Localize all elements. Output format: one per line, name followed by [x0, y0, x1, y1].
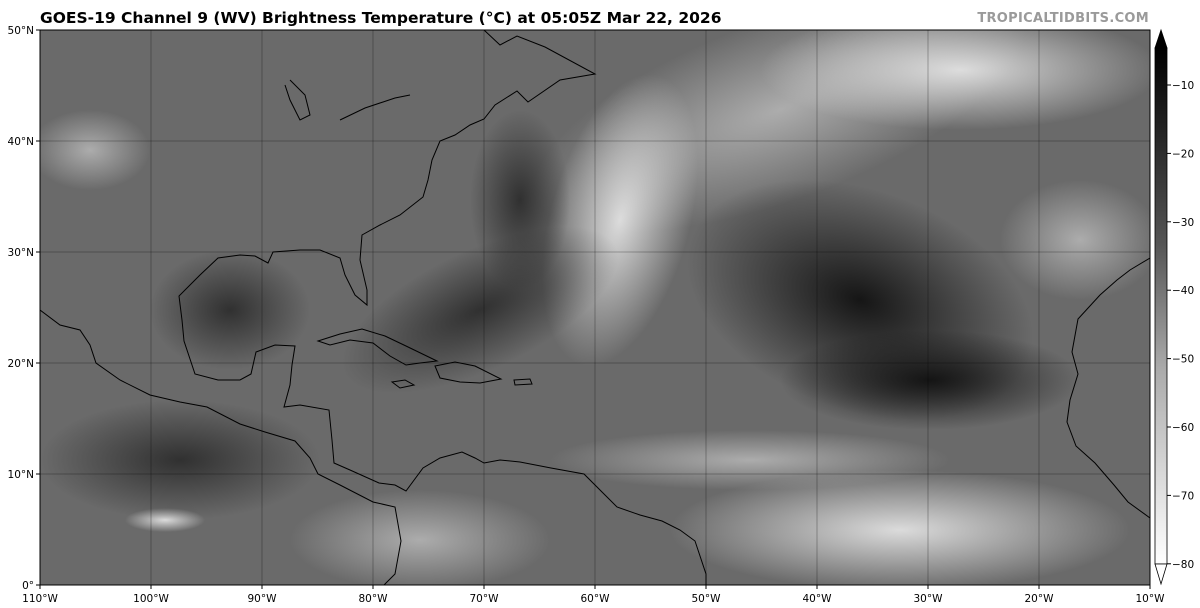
- colorbar-gradient: [1154, 47, 1168, 565]
- colorbar-tick-label: −50: [1172, 354, 1194, 366]
- x-tick-label: 100°W: [133, 593, 169, 605]
- x-tick-label: 20°W: [1025, 593, 1055, 605]
- y-tick-label: 40°N: [8, 136, 34, 148]
- water-vapor-imagery: [40, 30, 1150, 585]
- africa-coast: [1066, 257, 1150, 519]
- y-tick-label: 0°: [22, 580, 34, 592]
- x-tick-label: 50°W: [692, 593, 722, 605]
- colorbar-tick-label: −10: [1172, 80, 1194, 92]
- x-tick-label: 40°W: [803, 593, 833, 605]
- lake-erie: [339, 94, 411, 121]
- colorbar-extend-max: [1154, 28, 1168, 49]
- credit-watermark: TROPICALTIDBITS.COM: [977, 11, 1149, 26]
- x-tick-label: 80°W: [359, 593, 389, 605]
- x-tick-label: 10°W: [1136, 593, 1166, 605]
- north-america-atlantic-coast: [178, 30, 707, 585]
- colorbar: −10 −20 −30 −40 −50 −60 −70 −80: [1154, 28, 1194, 586]
- x-tick-label: 110°W: [22, 593, 58, 605]
- colorbar-extend-min: [1154, 563, 1168, 586]
- coastlines: [40, 30, 1150, 585]
- x-tick-label: 70°W: [470, 593, 500, 605]
- colorbar-tick-label: −60: [1172, 422, 1194, 434]
- y-tick-label: 20°N: [8, 358, 34, 370]
- y-tick-label: 50°N: [8, 25, 34, 37]
- colorbar-tick-label: −70: [1172, 490, 1194, 502]
- x-tick-label: 90°W: [248, 593, 278, 605]
- colorbar-tick-label: −20: [1172, 148, 1194, 160]
- x-tick-label: 30°W: [914, 593, 944, 605]
- cuba: [316, 328, 439, 366]
- y-tick-label: 30°N: [8, 247, 34, 259]
- puerto-rico: [513, 378, 533, 386]
- jamaica: [390, 379, 416, 389]
- x-tick-label: 60°W: [581, 593, 611, 605]
- great-lakes: [284, 79, 311, 121]
- colorbar-tick-label: −30: [1172, 217, 1194, 229]
- hispaniola: [434, 361, 503, 384]
- colorbar-tick-label: −40: [1172, 285, 1194, 297]
- y-tick-label: 10°N: [8, 469, 34, 481]
- colorbar-tick-label: −80: [1172, 559, 1194, 571]
- longitude-axis: 110°W 100°W 90°W 80°W 70°W 60°W 50°W 40°W 30°W 20…: [22, 585, 1165, 605]
- map-title: GOES-19 Channel 9 (WV) Brightness Temper…: [40, 9, 722, 27]
- pacific-coast: [40, 309, 402, 585]
- latitude-axis: 0° 10°N 20°N 30°N 40°N 50°N: [8, 25, 40, 592]
